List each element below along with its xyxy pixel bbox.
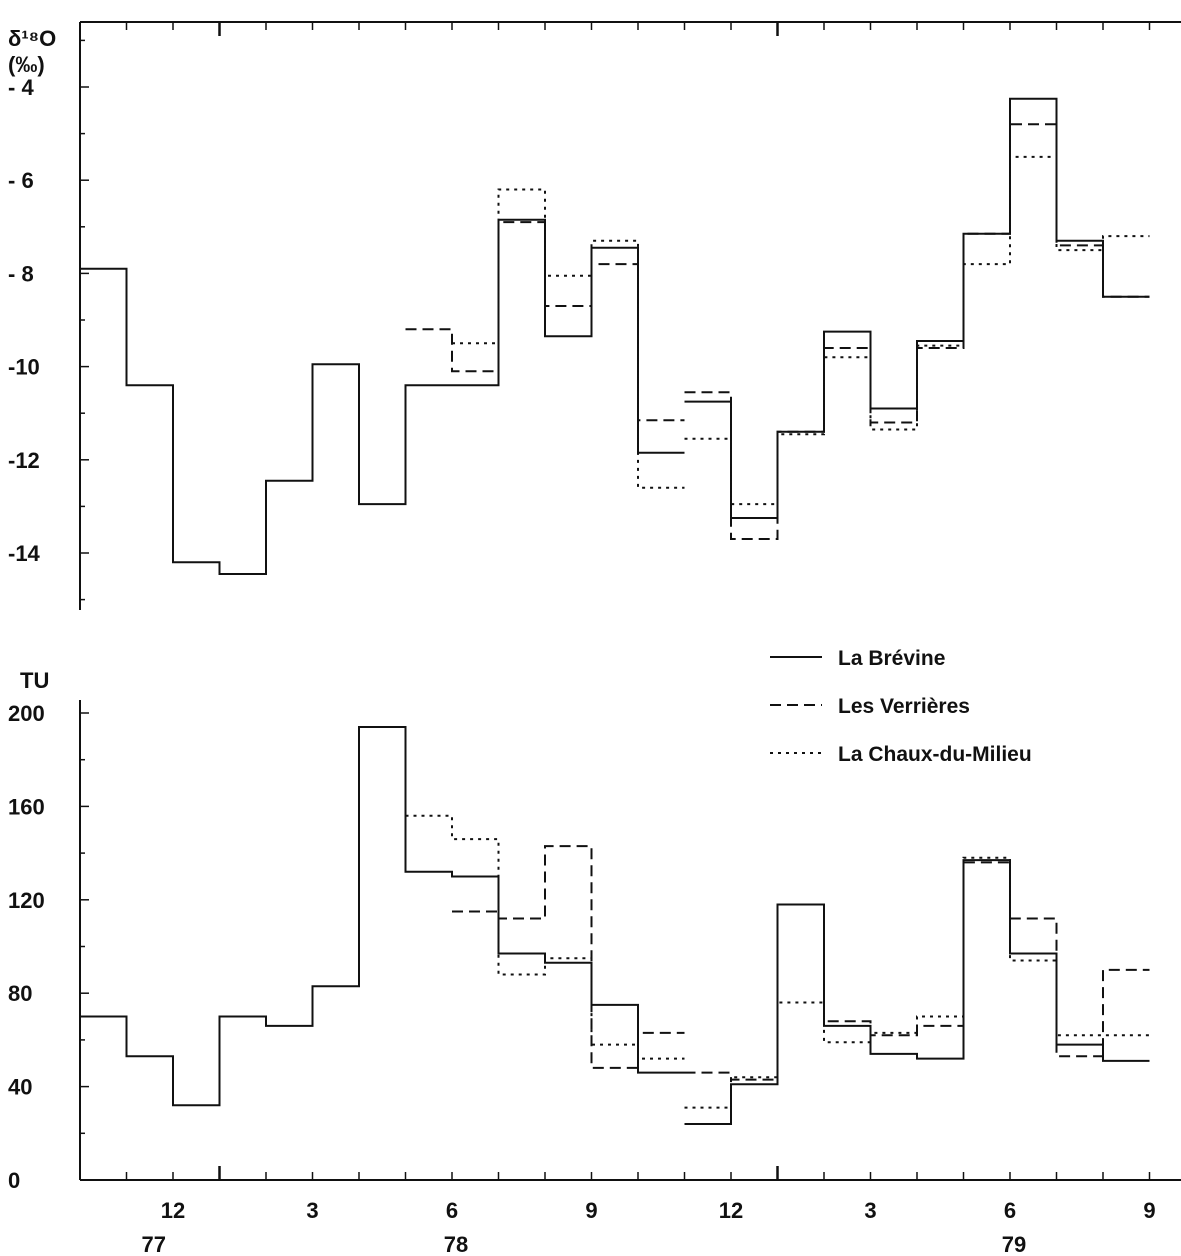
y-tick-label: -14 <box>8 541 41 566</box>
series-line-les-verri-res <box>684 123 1150 540</box>
y-tick-label: - 6 <box>8 168 34 193</box>
series-line-la-br-vine <box>80 218 685 575</box>
legend-label-la-brevine: La Brévine <box>838 647 945 670</box>
y-tick-label: -10 <box>8 355 40 380</box>
x-tick-label: 6 <box>1004 1198 1016 1223</box>
legend: La Brévine Les Verrières La Chaux-du-Mil… <box>770 647 1032 766</box>
y-tick-label: -12 <box>8 448 40 473</box>
series-line-la-chaux-du-milieu <box>452 188 685 489</box>
year-label: 79 <box>1002 1232 1026 1256</box>
y-tick-label: 200 <box>8 701 45 726</box>
series-line-la-chaux-du-milieu <box>684 155 1150 506</box>
legend-label-les-verrieres: Les Verrières <box>838 695 970 718</box>
y-tick-label: - 4 <box>8 75 34 100</box>
x-tick-label: 9 <box>1143 1198 1155 1223</box>
y-tick-label: 0 <box>8 1168 20 1193</box>
ticks-layer <box>79 22 1151 1181</box>
labels-layer: - 4 - 6 - 8 -10 -12 -14 0 40 80 120 160 200 12 3 6 9 12 3… <box>8 75 1156 1256</box>
series-line-la-br-vine <box>80 726 685 1107</box>
x-tick-label: 6 <box>446 1198 458 1223</box>
series-line-les-verri-res <box>452 845 685 1069</box>
series-line-la-chaux-du-milieu <box>684 856 1150 1109</box>
series-line-la-br-vine <box>684 859 1150 1125</box>
year-label: 77 <box>142 1232 166 1256</box>
y-tick-label: 120 <box>8 888 45 913</box>
series-line-la-chaux-du-milieu <box>405 814 685 1060</box>
x-tick-label: 3 <box>306 1198 318 1223</box>
x-tick-label: 12 <box>719 1198 743 1223</box>
x-tick-label: 3 <box>864 1198 876 1223</box>
series-line-la-br-vine <box>684 97 1150 519</box>
top-y-axis-title-line1: δ¹⁸O <box>8 26 56 51</box>
y-tick-label: 160 <box>8 794 45 819</box>
bottom-y-axis-title: TU <box>20 668 49 693</box>
series-layer <box>80 97 1150 1125</box>
x-tick-label: 12 <box>161 1198 185 1223</box>
y-tick-label: - 8 <box>8 261 34 286</box>
x-tick-label: 9 <box>585 1198 597 1223</box>
series-line-les-verri-res <box>684 861 1150 1081</box>
top-y-axis-title-line2: (‰) <box>8 52 45 77</box>
y-tick-label: 80 <box>8 981 32 1006</box>
y-tick-label: 40 <box>8 1075 32 1100</box>
legend-label-la-chaux-du-milieu: La Chaux-du-Milieu <box>838 743 1032 766</box>
year-label: 78 <box>444 1232 468 1256</box>
